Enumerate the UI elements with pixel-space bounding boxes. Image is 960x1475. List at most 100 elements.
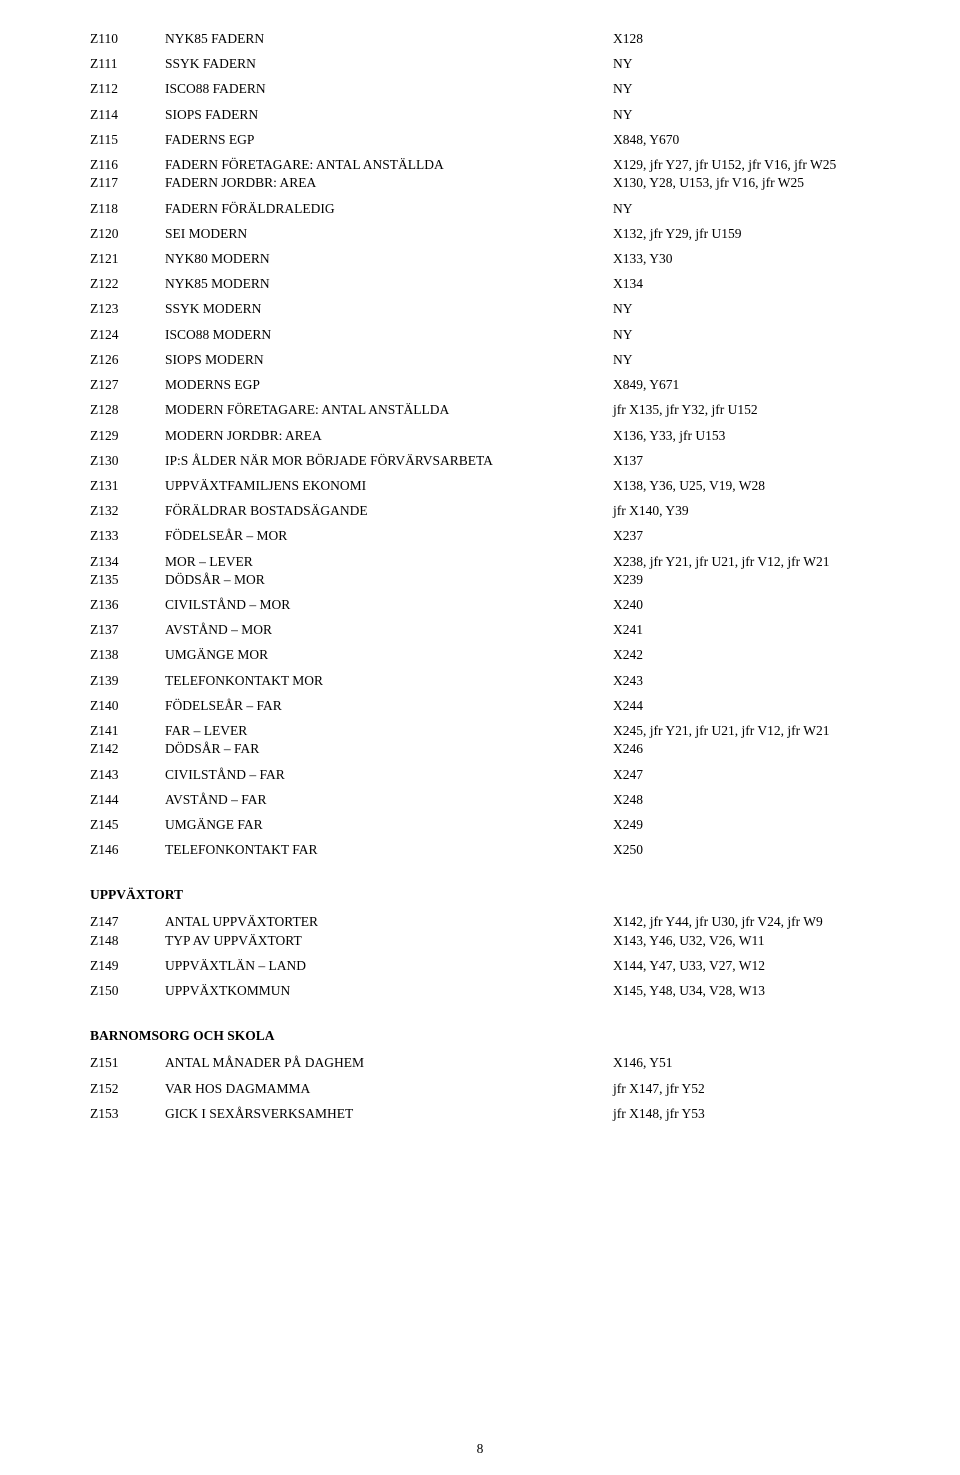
row-reference: jfr X140, Y39 — [613, 502, 890, 520]
table-row: Z138UMGÄNGE MORX242 — [90, 646, 890, 664]
table-row: Z126SIOPS MODERNNY — [90, 351, 890, 369]
row-reference: X240 — [613, 596, 890, 614]
row-reference: X144, Y47, U33, V27, W12 — [613, 957, 890, 975]
table-row: Z149UPPVÄXTLÄN – LANDX144, Y47, U33, V27… — [90, 957, 890, 975]
row-code: Z118 — [90, 200, 165, 218]
row-reference: X250 — [613, 841, 890, 859]
row-description: NYK85 MODERN — [165, 275, 613, 293]
table-row: Z124ISCO88 MODERNNY — [90, 326, 890, 344]
table-row: Z151ANTAL MÅNADER PÅ DAGHEMX146, Y51 — [90, 1054, 890, 1072]
row-reference: X248 — [613, 791, 890, 809]
row-description: FÖRÄLDRAR BOSTADSÄGANDE — [165, 502, 613, 520]
row-code: Z136 — [90, 596, 165, 614]
row-reference: X137 — [613, 452, 890, 470]
table-row: Z136CIVILSTÅND – MORX240 — [90, 596, 890, 614]
page-number: 8 — [0, 1441, 960, 1457]
table-row: Z121NYK80 MODERNX133, Y30 — [90, 250, 890, 268]
row-description: MODERN JORDBR: AREA — [165, 427, 613, 445]
table-row: Z143CIVILSTÅND – FARX247 — [90, 766, 890, 784]
row-code: Z134 — [90, 553, 165, 571]
table-row: Z112ISCO88 FADERNNY — [90, 80, 890, 98]
table-row: Z117FADERN JORDBR: AREAX130, Y28, U153, … — [90, 174, 890, 192]
row-description: SIOPS MODERN — [165, 351, 613, 369]
table-row: Z123SSYK MODERNNY — [90, 300, 890, 318]
row-reference: X138, Y36, U25, V19, W28 — [613, 477, 890, 495]
table-row: Z111SSYK FADERNNY — [90, 55, 890, 73]
row-reference: X129, jfr Y27, jfr U152, jfr V16, jfr W2… — [613, 156, 890, 174]
row-description: ISCO88 MODERN — [165, 326, 613, 344]
row-description: NYK85 FADERN — [165, 30, 613, 48]
table-row: Z128MODERN FÖRETAGARE: ANTAL ANSTÄLLDAjf… — [90, 401, 890, 419]
row-code: Z148 — [90, 932, 165, 950]
row-description: FADERN FÖRÄLDRALEDIG — [165, 200, 613, 218]
table-row: Z130IP:S ÅLDER NÄR MOR BÖRJADE FÖRVÄRVSA… — [90, 452, 890, 470]
row-description: UPPVÄXTLÄN – LAND — [165, 957, 613, 975]
table-row: Z133FÖDELSEÅR – MORX237 — [90, 527, 890, 545]
row-code: Z144 — [90, 791, 165, 809]
row-code: Z150 — [90, 982, 165, 1000]
row-reference: X849, Y671 — [613, 376, 890, 394]
row-reference: X245, jfr Y21, jfr U21, jfr V12, jfr W21 — [613, 722, 890, 740]
row-code: Z128 — [90, 401, 165, 419]
row-description: SSYK FADERN — [165, 55, 613, 73]
row-reference: X128 — [613, 30, 890, 48]
row-reference: NY — [613, 106, 890, 124]
row-reference: X244 — [613, 697, 890, 715]
row-description: FADERN FÖRETAGARE: ANTAL ANSTÄLLDA — [165, 156, 613, 174]
row-description: DÖDSÅR – FAR — [165, 740, 613, 758]
table-row: Z146TELEFONKONTAKT FARX250 — [90, 841, 890, 859]
row-description: UMGÄNGE FAR — [165, 816, 613, 834]
section-heading: UPPVÄXTORT — [90, 887, 890, 903]
table-row: Z116FADERN FÖRETAGARE: ANTAL ANSTÄLLDAX1… — [90, 156, 890, 174]
row-description: SIOPS FADERN — [165, 106, 613, 124]
row-code: Z138 — [90, 646, 165, 664]
table-row: Z132FÖRÄLDRAR BOSTADSÄGANDEjfr X140, Y39 — [90, 502, 890, 520]
row-description: UMGÄNGE MOR — [165, 646, 613, 664]
row-code: Z117 — [90, 174, 165, 192]
row-description: FADERNS EGP — [165, 131, 613, 149]
row-reference: NY — [613, 300, 890, 318]
row-reference: X247 — [613, 766, 890, 784]
table-row: Z150UPPVÄXTKOMMUNX145, Y48, U34, V28, W1… — [90, 982, 890, 1000]
table-row: Z153GICK I SEXÅRSVERKSAMHETjfr X148, jfr… — [90, 1105, 890, 1123]
row-description: IP:S ÅLDER NÄR MOR BÖRJADE FÖRVÄRVSARBET… — [165, 452, 613, 470]
row-code: Z143 — [90, 766, 165, 784]
table-row: Z145UMGÄNGE FARX249 — [90, 816, 890, 834]
row-reference: NY — [613, 55, 890, 73]
row-code: Z132 — [90, 502, 165, 520]
row-description: MODERN FÖRETAGARE: ANTAL ANSTÄLLDA — [165, 401, 613, 419]
row-reference: X238, jfr Y21, jfr U21, jfr V12, jfr W21 — [613, 553, 890, 571]
row-reference: X146, Y51 — [613, 1054, 890, 1072]
row-code: Z133 — [90, 527, 165, 545]
table-row: Z144AVSTÅND – FARX248 — [90, 791, 890, 809]
row-reference: X136, Y33, jfr U153 — [613, 427, 890, 445]
table-row: Z137AVSTÅND – MORX241 — [90, 621, 890, 639]
row-code: Z111 — [90, 55, 165, 73]
row-reference: X142, jfr Y44, jfr U30, jfr V24, jfr W9 — [613, 913, 890, 931]
row-code: Z126 — [90, 351, 165, 369]
table-row: Z110NYK85 FADERNX128 — [90, 30, 890, 48]
table-row: Z118FADERN FÖRÄLDRALEDIGNY — [90, 200, 890, 218]
row-description: TELEFONKONTAKT MOR — [165, 672, 613, 690]
row-reference: X246 — [613, 740, 890, 758]
table-row: Z147ANTAL UPPVÄXTORTERX142, jfr Y44, jfr… — [90, 913, 890, 931]
row-reference: jfr X135, jfr Y32, jfr U152 — [613, 401, 890, 419]
row-code: Z112 — [90, 80, 165, 98]
table-row: Z115FADERNS EGPX848, Y670 — [90, 131, 890, 149]
table-row: Z141FAR – LEVERX245, jfr Y21, jfr U21, j… — [90, 722, 890, 740]
section-heading: BARNOMSORG OCH SKOLA — [90, 1028, 890, 1044]
content-area: Z110NYK85 FADERNX128Z111SSYK FADERNNYZ11… — [90, 30, 890, 1123]
row-reference: X241 — [613, 621, 890, 639]
row-reference: X143, Y46, U32, V26, W11 — [613, 932, 890, 950]
table-row: Z127MODERNS EGPX849, Y671 — [90, 376, 890, 394]
table-row: Z122NYK85 MODERNX134 — [90, 275, 890, 293]
row-code: Z116 — [90, 156, 165, 174]
row-reference: X249 — [613, 816, 890, 834]
row-reference: NY — [613, 80, 890, 98]
table-row: Z135DÖDSÅR – MORX239 — [90, 571, 890, 589]
row-description: MOR – LEVER — [165, 553, 613, 571]
row-code: Z130 — [90, 452, 165, 470]
row-reference: X239 — [613, 571, 890, 589]
row-description: TYP AV UPPVÄXTORT — [165, 932, 613, 950]
row-code: Z152 — [90, 1080, 165, 1098]
